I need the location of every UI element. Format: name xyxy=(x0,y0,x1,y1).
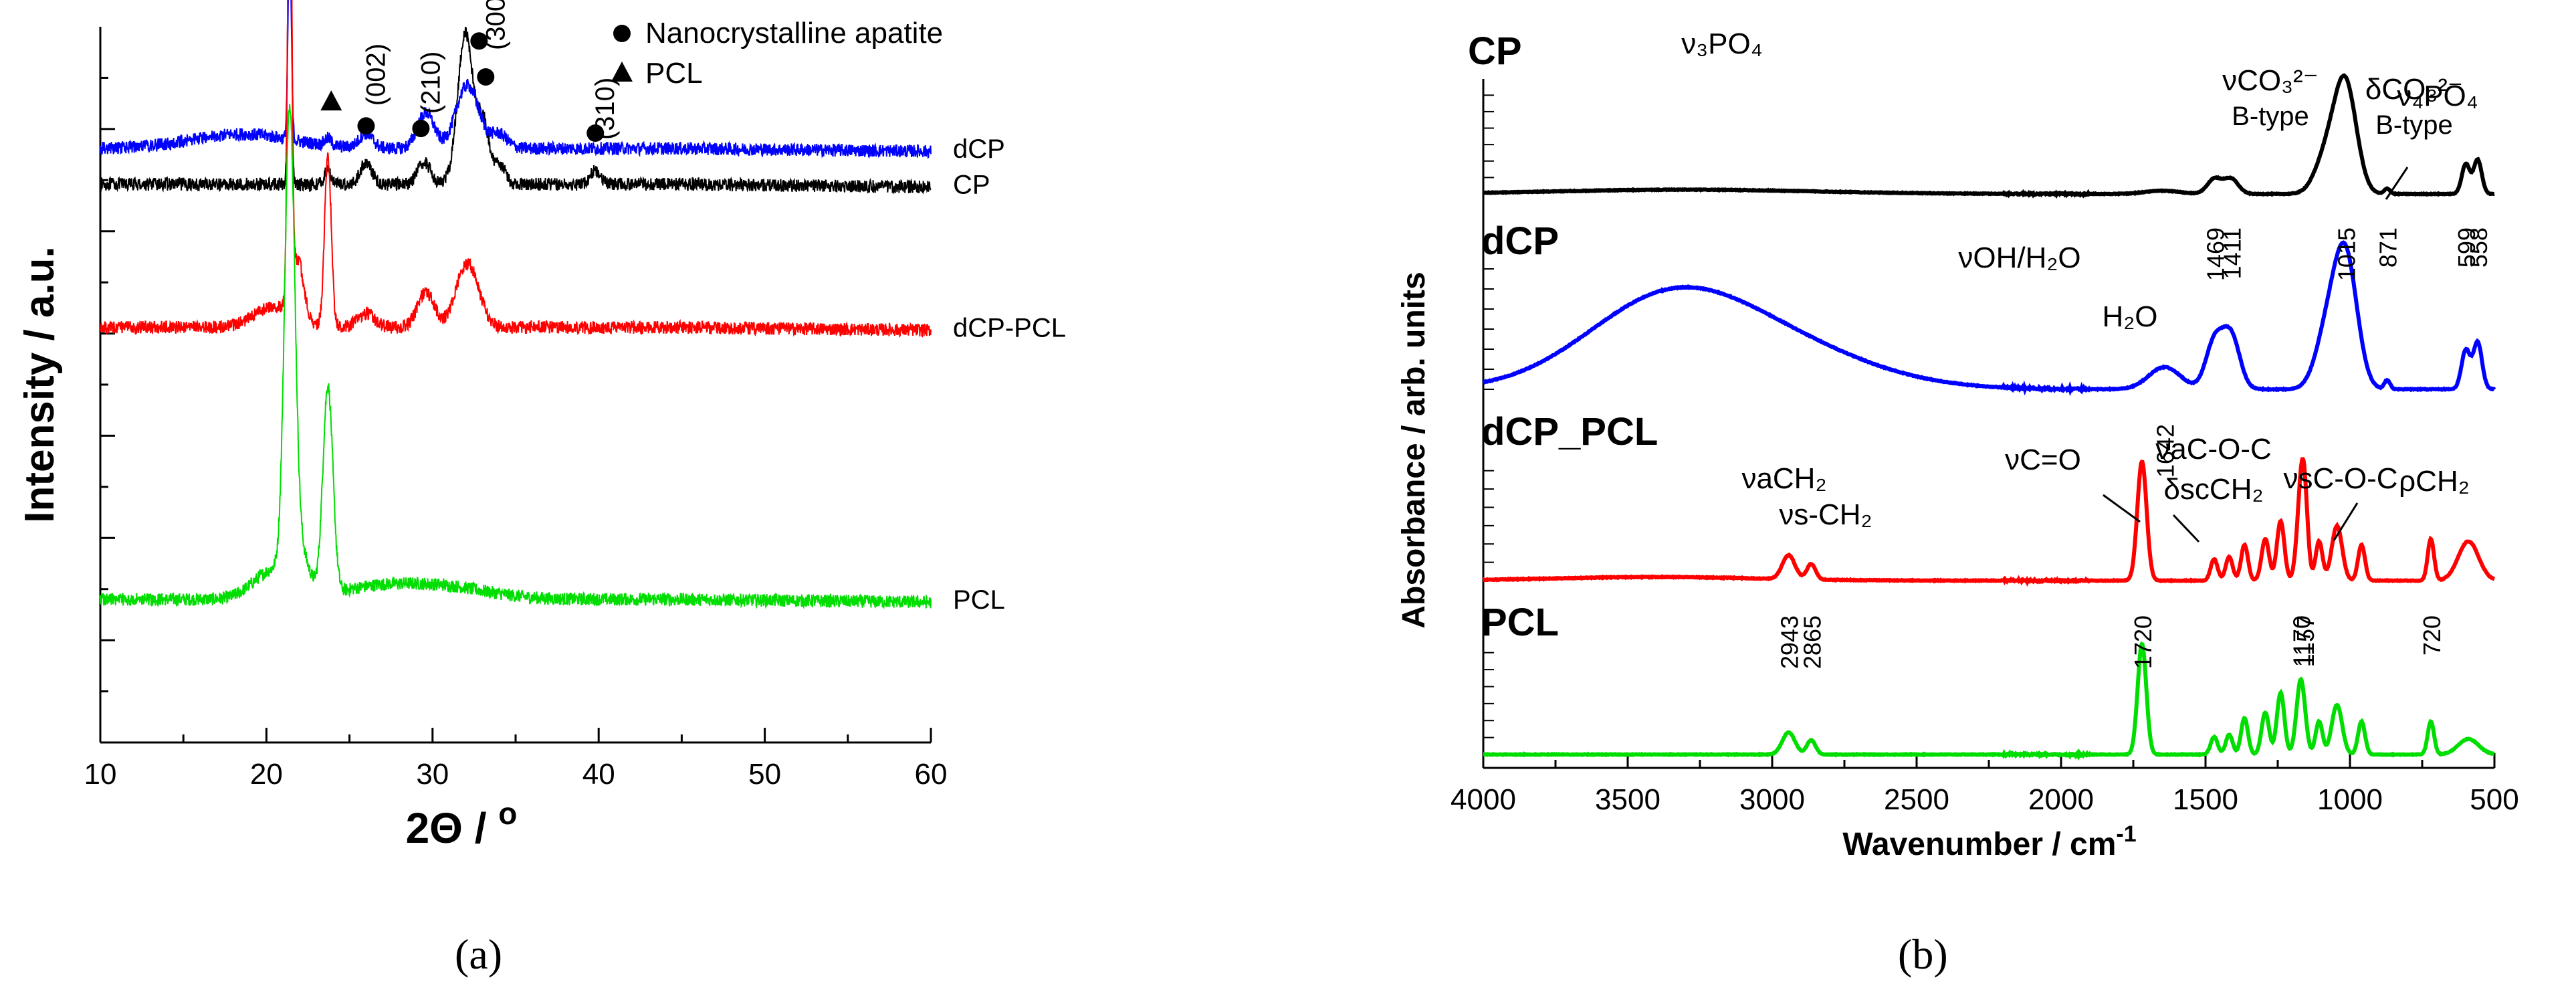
x-tick-label: 3500 xyxy=(1595,783,1660,816)
y-axis-label: Absorbance / arb. units xyxy=(1396,272,1432,628)
ftir-trace-cp xyxy=(1482,73,2495,199)
band-assignment-label: H₂O xyxy=(2102,300,2157,333)
x-tick-label: 1500 xyxy=(2173,783,2238,816)
band-assignment-label: νaCH₂ xyxy=(1741,462,1826,495)
wavenumber-label: 2865 xyxy=(1798,615,1826,669)
band-assignment-label: νC=O xyxy=(2005,443,2081,476)
ftir-trace-dcp_pcl xyxy=(1482,457,2495,587)
x-tick-label: 40 xyxy=(582,758,615,791)
band-assignment-label: ν₃PO₄ xyxy=(1681,27,1762,60)
miller-index-label: (310) xyxy=(591,78,620,140)
wavenumber-label: 1170 xyxy=(2288,615,2316,667)
spectrum-title-dcp: dCP xyxy=(1481,219,1559,263)
pcl-peak-marker xyxy=(320,90,342,111)
x-tick-label: 30 xyxy=(416,758,449,791)
spectrum-title-dcp_pcl: dCP_PCL xyxy=(1481,410,1658,454)
wavenumber-label: 1642 xyxy=(2152,424,2179,478)
x-tick-label: 3000 xyxy=(1739,783,1805,816)
xrd-trace-dcp-pcl xyxy=(100,0,932,338)
band-assignment-label: νOH/H₂O xyxy=(1958,241,2080,274)
x-tick-label: 4000 xyxy=(1451,783,1516,816)
wavenumber-label: 599 xyxy=(2453,227,2480,268)
x-tick-label: 50 xyxy=(748,758,781,791)
band-assignment-label: δscCH₂ xyxy=(2163,473,2263,506)
band-assignment-sublabel: B-type xyxy=(2375,110,2453,140)
wavenumber-label: 871 xyxy=(2375,227,2402,268)
band-assignment-label: νaC-O-C xyxy=(2155,433,2272,466)
y-axis-label: Intensity / a.u. xyxy=(17,246,63,522)
spectrum-title-pcl: PCL xyxy=(1481,601,1559,644)
wavenumber-label: 1469 xyxy=(2202,227,2229,281)
wavenumber-label: 2943 xyxy=(1776,615,1804,669)
apatite-peak-marker xyxy=(586,124,605,142)
x-tick-label: 500 xyxy=(2470,783,2518,816)
wavenumber-label: 1720 xyxy=(2129,615,2157,669)
band-assignment-label: νs-CH₂ xyxy=(1779,498,1872,531)
wavenumber-label: 720 xyxy=(2418,615,2446,656)
annotation-arrow xyxy=(2333,502,2359,541)
wavenumber-label: 1157 xyxy=(2292,615,2319,667)
x-tick-label: 2500 xyxy=(1884,783,1949,816)
x-axis-label: Wavenumber / cm-1 xyxy=(1842,821,2136,862)
caption-b: (b) xyxy=(1898,930,1948,978)
ftir-trace-dcp xyxy=(1481,240,2496,397)
band-assignment-label: ν₄PO₄ xyxy=(2397,80,2478,112)
xrd-trace-pcl xyxy=(100,104,932,609)
legend-triangle-icon xyxy=(611,62,633,82)
x-tick-label: 60 xyxy=(915,758,948,791)
series-label-pcl: PCL xyxy=(953,585,1005,615)
legend-pcl: PCL xyxy=(645,57,703,90)
series-label-cp: CP xyxy=(953,170,990,199)
wavenumber-label: 1015 xyxy=(2333,227,2361,281)
apatite-peak-marker xyxy=(470,32,488,50)
apatite-peak-marker xyxy=(412,120,430,138)
band-assignment-label: νsC-O-C xyxy=(2283,462,2397,495)
xrd-panel: 10 20 30 40 50 60 Intensity / a.u. 2Θ / o CP dCP d… xyxy=(17,0,1066,852)
annotation-arrow xyxy=(2385,167,2409,200)
apatite-peak-marker xyxy=(477,68,495,86)
annotation-arrow xyxy=(2172,514,2200,543)
series-label-dcp: dCP xyxy=(953,134,1005,164)
xrd-trace-dcp xyxy=(100,0,932,159)
band-assignment-label: ρCH₂ xyxy=(2399,465,2470,498)
caption-a: (a) xyxy=(455,930,503,978)
ftir-panel: 4000 3500 3000 2500 2000 1500 1000 500 Absorbanc… xyxy=(1396,27,2519,862)
legend-apatite: Nanocrystalline apatite xyxy=(645,17,943,49)
wavenumber-label: 558 xyxy=(2465,227,2492,268)
miller-index-label: (210) xyxy=(416,52,445,114)
miller-index-label: (300) xyxy=(481,0,510,50)
annotation-arrow xyxy=(2103,494,2141,523)
apatite-peak-marker xyxy=(357,117,375,135)
x-tick-label: 1000 xyxy=(2317,783,2383,816)
miller-index-label: (002) xyxy=(361,43,391,106)
x-tick-label: 2000 xyxy=(2028,783,2094,816)
xrd-trace-cp xyxy=(100,0,932,195)
legend-circle-icon xyxy=(613,25,631,42)
x-axis-label: 2Θ / o xyxy=(406,796,518,852)
ftir-trace-pcl xyxy=(1483,641,2495,761)
wavenumber-label: 1411 xyxy=(2218,227,2246,279)
band-assignment-sublabel: B-type xyxy=(2232,102,2309,131)
x-tick-label: 10 xyxy=(84,758,117,791)
x-tick-label: 20 xyxy=(250,758,283,791)
series-label-dcp-pcl: dCP-PCL xyxy=(953,313,1066,342)
band-assignment-label: νCO₃²⁻ xyxy=(2222,64,2319,97)
spectrum-title-cp: CP xyxy=(1468,29,1522,73)
band-assignment-label: δCO₃²⁻ xyxy=(2365,73,2463,106)
